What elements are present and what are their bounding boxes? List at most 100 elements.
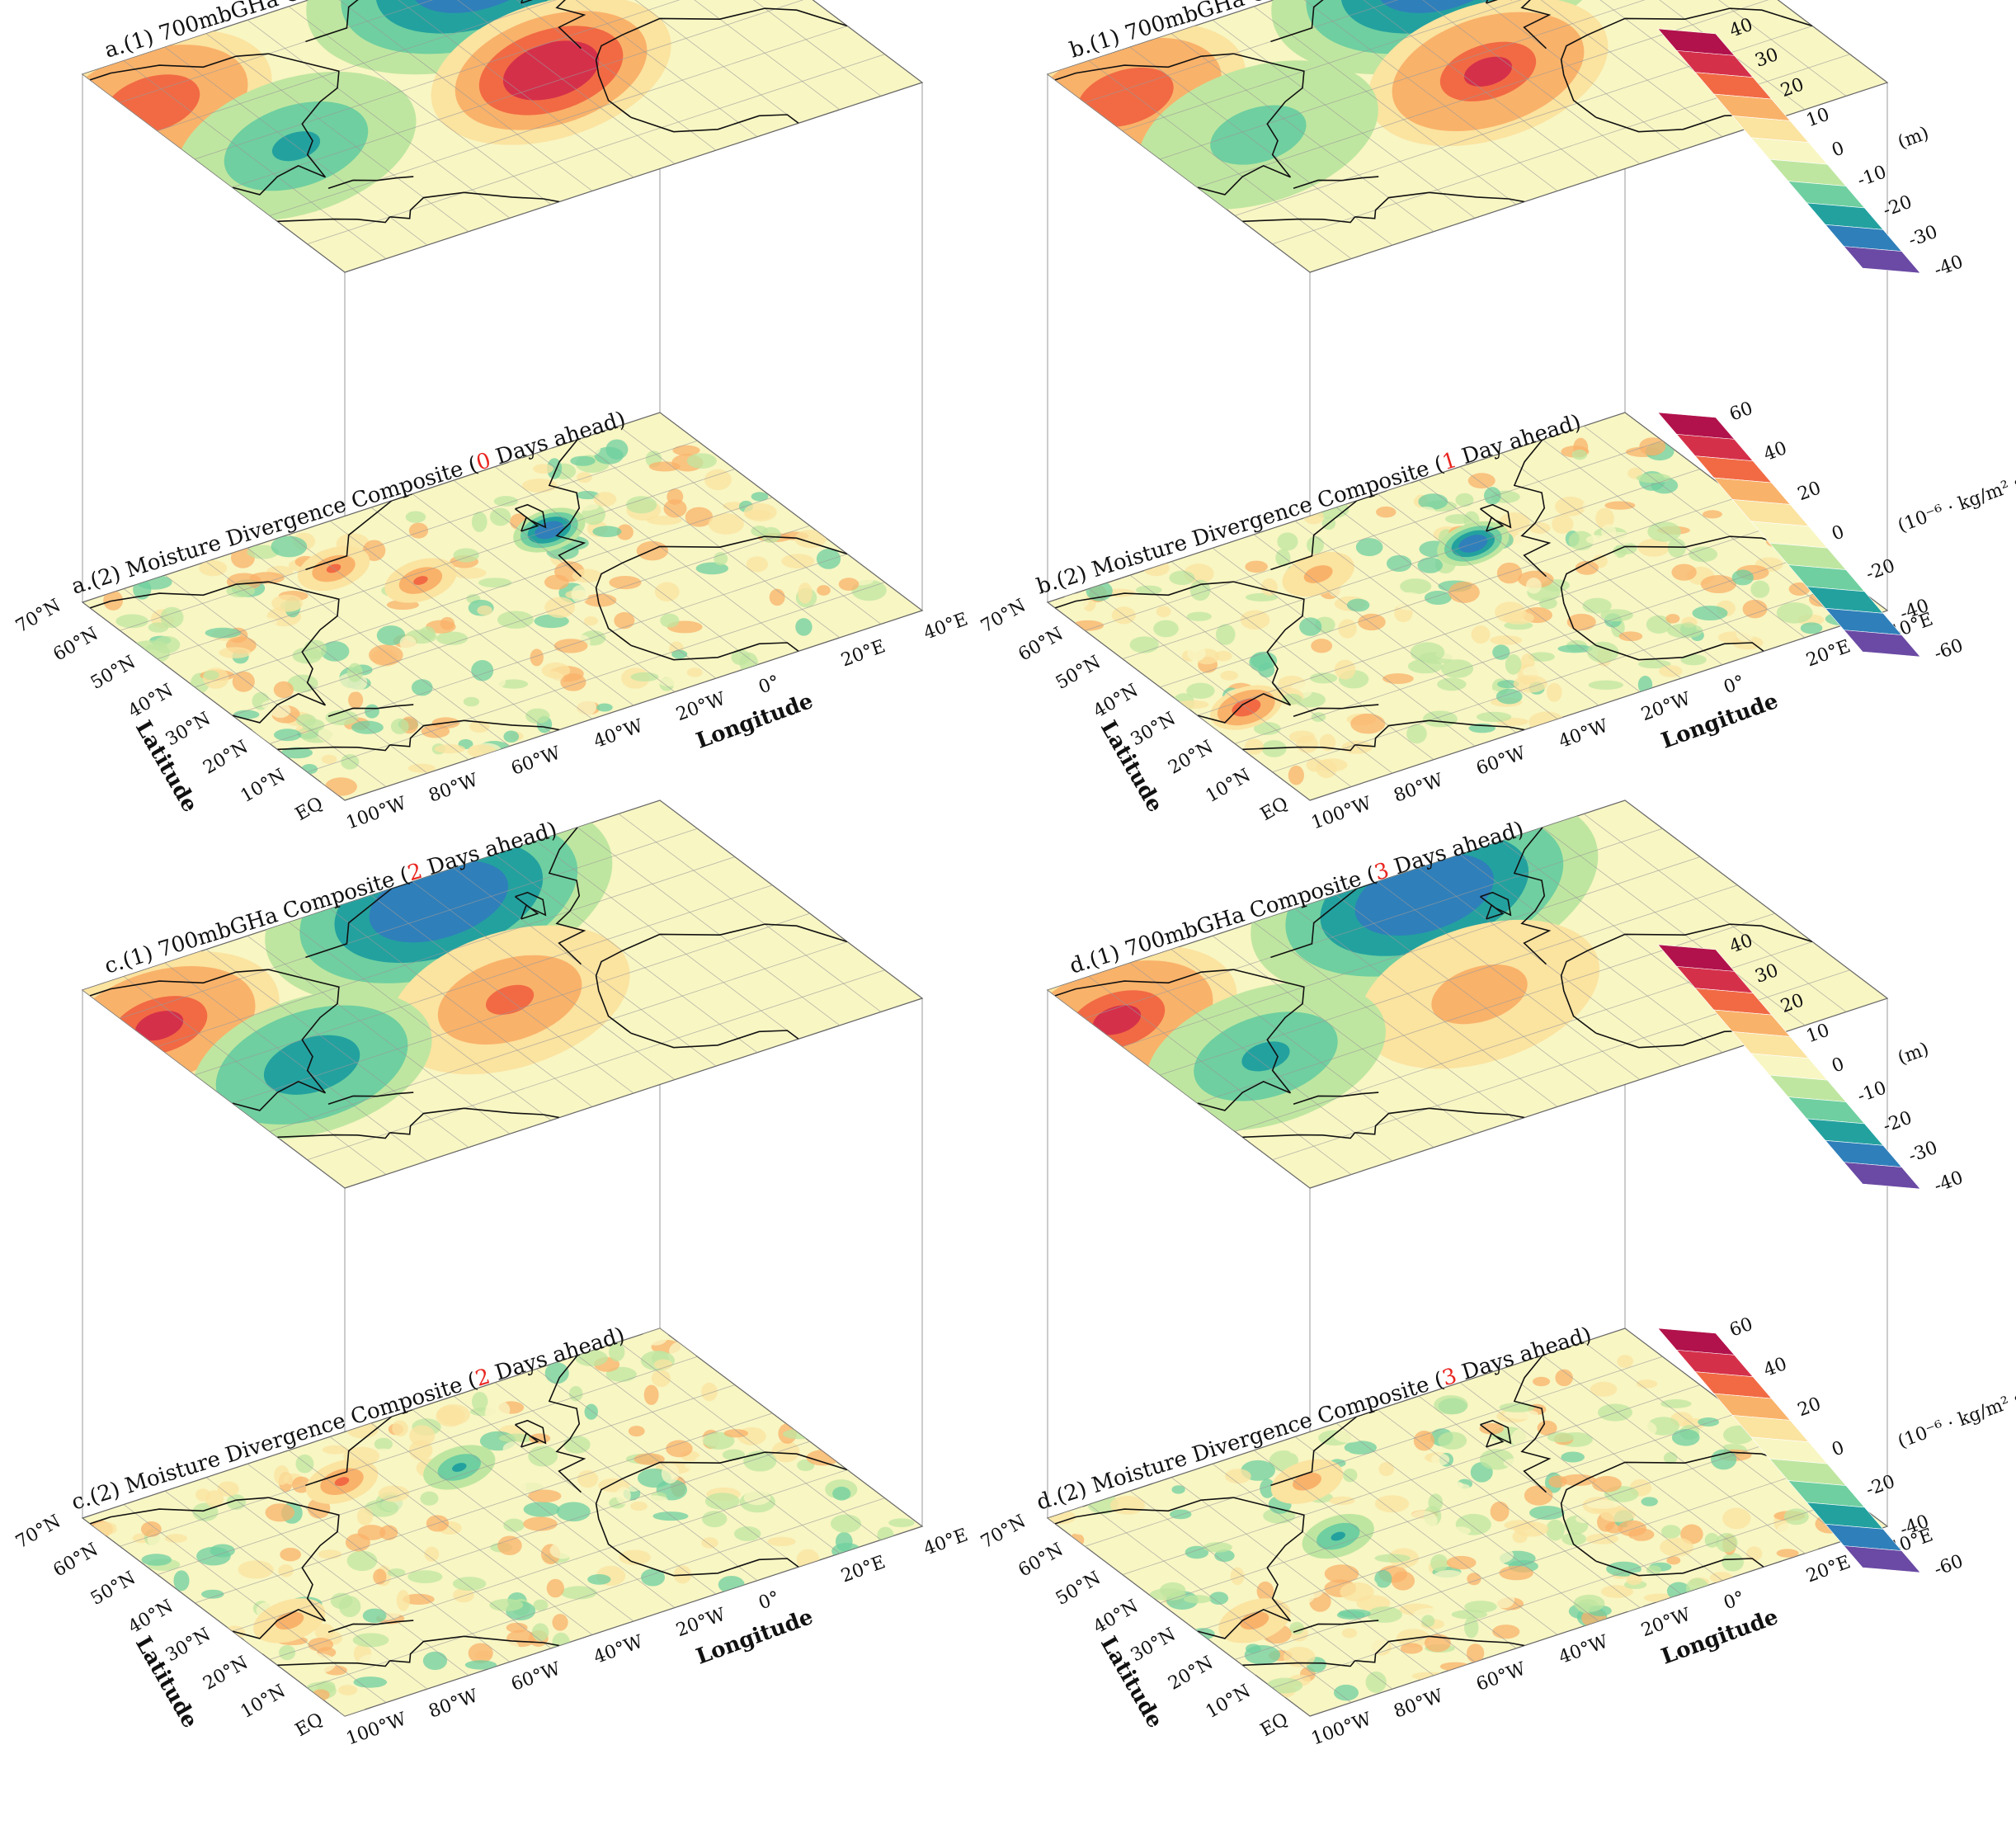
contour-pos_labrador	[1311, 569, 1326, 579]
field-speckle	[1665, 614, 1680, 624]
gridline-lon	[1048, 1517, 1311, 1716]
contour-pos_midatl	[413, 576, 428, 585]
gridline-lon	[1171, 561, 1434, 761]
gridline-lon	[205, 561, 469, 761]
field-speckle	[1528, 652, 1555, 662]
lon-tick: 40°W	[1557, 1631, 1612, 1668]
field-speckle	[1513, 675, 1547, 693]
gridline-lon	[1048, 601, 1311, 800]
lon-tick: 20°E	[839, 636, 888, 671]
lat-tick: 60°N	[1015, 1540, 1067, 1582]
field-speckle	[1448, 581, 1480, 603]
field-speckle	[320, 641, 350, 662]
field-speckle	[278, 1564, 294, 1577]
field-speckle	[1671, 1429, 1700, 1446]
field-speckle	[312, 1689, 330, 1701]
field-speckle	[337, 1685, 358, 1695]
field-speckle	[1464, 1616, 1479, 1639]
field-speckle	[160, 584, 178, 600]
gridline-lon	[329, 1436, 593, 1635]
field-speckle	[643, 1384, 659, 1405]
gridline-lat	[157, 1384, 735, 1575]
coastline	[1486, 516, 1505, 532]
colorbar-segment	[1769, 1074, 1847, 1102]
gridline-lat	[232, 912, 810, 1104]
gridline-lon	[82, 989, 346, 1188]
field-speckle	[528, 1489, 562, 1502]
field-speckle	[1246, 1643, 1261, 1654]
field-speckle	[1129, 636, 1159, 653]
coastline	[548, 827, 586, 965]
field-speckle	[1601, 524, 1617, 541]
field-speckle	[365, 704, 379, 719]
field-speckle	[1547, 1431, 1575, 1443]
field-speckle	[1187, 645, 1206, 662]
panels: a.(1) 700mbGHa Composite (0 Days ahead)a…	[12, 0, 2016, 1750]
field-speckle	[1525, 578, 1542, 594]
field-speckle	[195, 615, 224, 632]
field-speckle	[662, 1406, 679, 1418]
field-speckle	[1646, 1565, 1661, 1575]
gridline-lat	[1122, 1384, 1700, 1575]
gridline-lon	[453, 867, 717, 1067]
contour-pos_midatl	[282, 1615, 297, 1625]
field-speckle	[817, 585, 831, 596]
panel-b: b.(1) 700mbGHa Composite (1 Day ahead)b.…	[977, 0, 2016, 834]
field-speckle	[1376, 506, 1397, 518]
field-speckle	[1537, 1420, 1557, 1436]
field-speckle	[630, 1501, 648, 1511]
field-speckle	[1354, 1634, 1389, 1656]
lat-tick: 40°N	[1090, 1596, 1142, 1638]
gridline-lon	[1500, 452, 1764, 652]
coastline	[277, 1660, 391, 1667]
field-speckle	[544, 574, 569, 590]
field-speckle	[798, 582, 813, 604]
gridline-lon	[82, 73, 346, 272]
field-speckle	[1561, 1532, 1587, 1546]
gridline-lon	[1253, 534, 1517, 733]
gridline-lon	[1335, 507, 1599, 706]
field-speckle	[453, 548, 479, 563]
field-speckle	[523, 1516, 558, 1531]
field-speckle	[704, 469, 732, 491]
field-speckle	[1623, 1395, 1656, 1409]
field-speckle	[1636, 1379, 1658, 1389]
gridline-lon	[577, 827, 841, 1026]
field-speckle	[1467, 473, 1496, 489]
field-speckle	[1680, 654, 1707, 666]
gridline-lon	[577, 1355, 841, 1554]
lon-tick: 0°	[756, 672, 783, 698]
field-speckle	[488, 1467, 510, 1478]
field-speckle	[233, 710, 260, 719]
field-speckle	[544, 1362, 569, 1384]
field-speckle	[1529, 1506, 1565, 1521]
field-speckle	[1310, 672, 1338, 684]
field-speckle	[556, 1502, 591, 1522]
field-speckle	[544, 597, 576, 619]
field-speckle	[324, 1584, 341, 1597]
lat-tick: 60°N	[1015, 624, 1067, 666]
field-speckle	[1582, 498, 1603, 514]
field-speckle	[409, 1425, 436, 1446]
gridline-lon	[247, 935, 511, 1134]
colorbar-segment	[1657, 412, 1736, 440]
field-speckle	[1431, 1453, 1450, 1466]
field-speckle	[636, 1495, 668, 1504]
field-layer	[82, 800, 922, 1188]
field-speckle	[1334, 659, 1356, 680]
field-speckle	[1667, 623, 1703, 639]
gridline-lat	[307, 969, 885, 1161]
field-speckle	[1505, 653, 1522, 675]
field-speckle	[503, 730, 520, 743]
gridline-lon	[1418, 0, 1682, 151]
coastline	[1270, 880, 1378, 959]
coastline	[630, 1030, 799, 1049]
field-speckle	[552, 1614, 568, 1631]
field-speckle	[771, 1441, 800, 1463]
colorbar-segment	[1657, 1327, 1736, 1356]
coastline	[305, 0, 413, 43]
field-speckle	[261, 622, 280, 639]
field-speckle	[1186, 682, 1215, 700]
gridline-lon	[1048, 73, 1311, 272]
